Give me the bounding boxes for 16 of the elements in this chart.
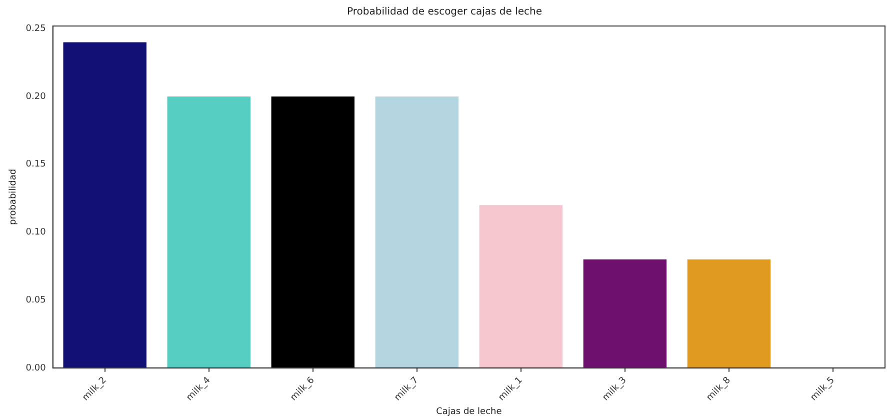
bar [271, 96, 354, 368]
y-tick-label: 0.15 [26, 160, 46, 170]
bar [63, 42, 146, 368]
bar [687, 259, 771, 368]
y-tick-label: 0.00 [26, 363, 46, 374]
y-tick-label: 0.10 [26, 228, 46, 238]
x-axis-title: Cajas de leche [436, 406, 502, 417]
bar [167, 96, 250, 368]
y-tick-label: 0.25 [26, 24, 46, 34]
bar [583, 259, 667, 368]
chart-title: Probabilidad de escoger cajas de leche [347, 6, 542, 18]
bar [479, 205, 563, 368]
y-axis-title: probabilidad [8, 168, 19, 226]
y-tick-label: 0.20 [26, 92, 46, 102]
y-tick-label: 0.05 [26, 295, 46, 306]
bar [375, 96, 459, 368]
